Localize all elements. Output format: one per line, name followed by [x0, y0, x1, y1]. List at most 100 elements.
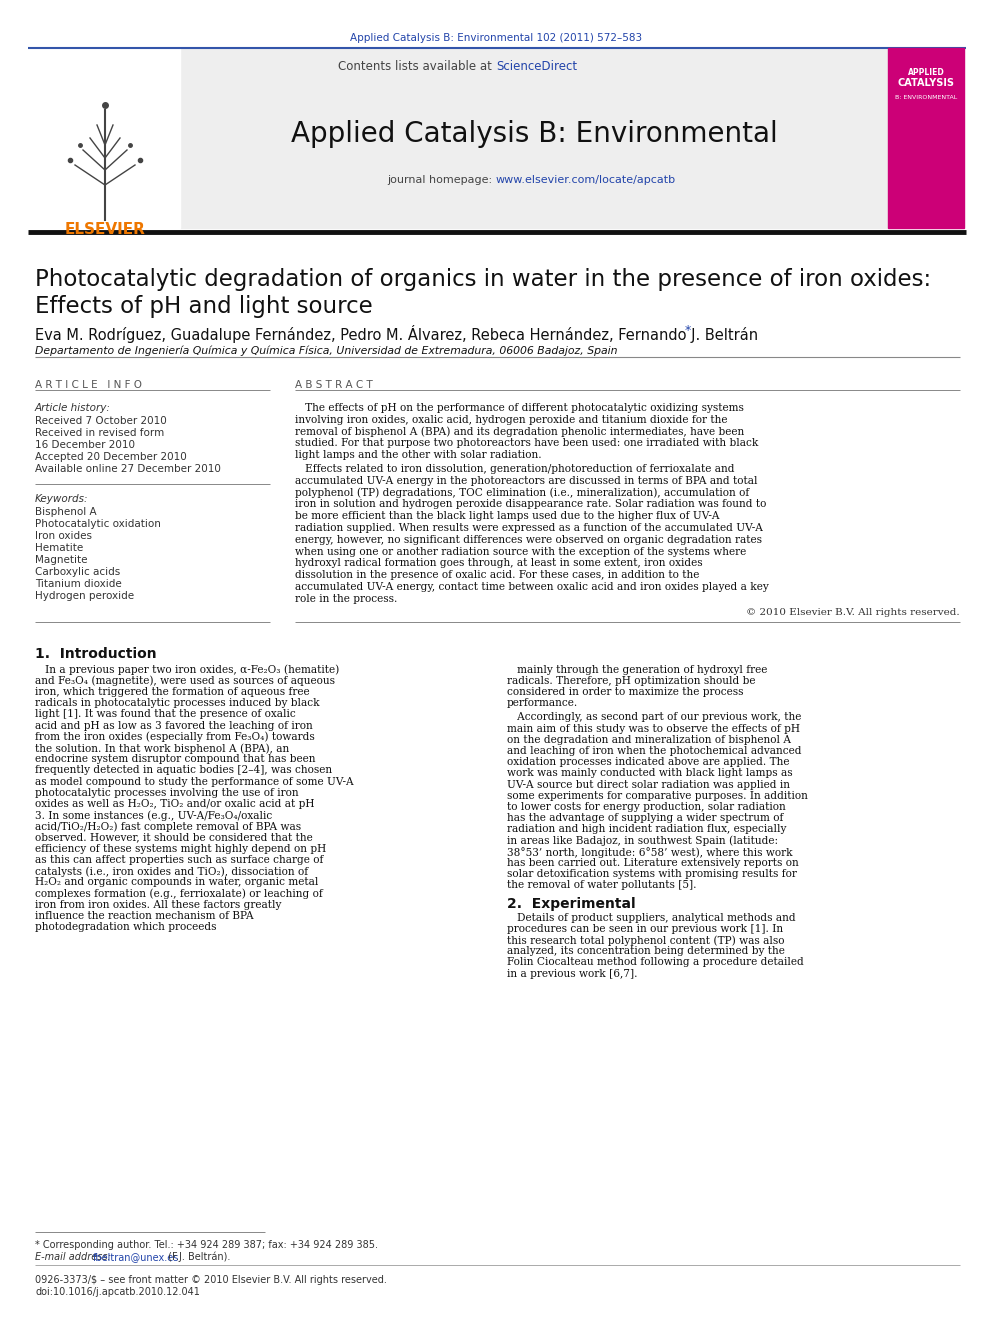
Text: doi:10.1016/j.apcatb.2010.12.041: doi:10.1016/j.apcatb.2010.12.041	[35, 1287, 199, 1297]
Text: dissolution in the presence of oxalic acid. For these cases, in addition to the: dissolution in the presence of oxalic ac…	[295, 570, 699, 581]
Text: Hydrogen peroxide: Hydrogen peroxide	[35, 591, 134, 601]
Text: acid and pH as low as 3 favored the leaching of iron: acid and pH as low as 3 favored the leac…	[35, 721, 312, 730]
Text: on the degradation and mineralization of bisphenol A: on the degradation and mineralization of…	[507, 734, 791, 745]
Text: APPLIED: APPLIED	[908, 67, 944, 77]
Text: photodegradation which proceeds: photodegradation which proceeds	[35, 922, 216, 933]
Text: has been carried out. Literature extensively reports on: has been carried out. Literature extensi…	[507, 859, 799, 868]
Text: light lamps and the other with solar radiation.: light lamps and the other with solar rad…	[295, 450, 542, 460]
Text: Titanium dioxide: Titanium dioxide	[35, 579, 122, 589]
Text: Effects related to iron dissolution, generation/photoreduction of ferrioxalate a: Effects related to iron dissolution, gen…	[295, 464, 734, 474]
Text: journal homepage:: journal homepage:	[387, 175, 496, 185]
Text: the solution. In that work bisphenol A (BPA), an: the solution. In that work bisphenol A (…	[35, 744, 290, 754]
Text: www.elsevier.com/locate/apcatb: www.elsevier.com/locate/apcatb	[496, 175, 677, 185]
Text: when using one or another radiation source with the exception of the systems whe: when using one or another radiation sour…	[295, 546, 746, 557]
Text: In a previous paper two iron oxides, α-Fe₂O₃ (hematite): In a previous paper two iron oxides, α-F…	[35, 664, 339, 675]
Text: and Fe₃O₄ (magnetite), were used as sources of aqueous: and Fe₃O₄ (magnetite), were used as sour…	[35, 676, 335, 687]
Text: oxides as well as H₂O₂, TiO₂ and/or oxalic acid at pH: oxides as well as H₂O₂, TiO₂ and/or oxal…	[35, 799, 314, 808]
Text: main aim of this study was to observe the effects of pH: main aim of this study was to observe th…	[507, 724, 800, 733]
Text: from the iron oxides (especially from Fe₃O₄) towards: from the iron oxides (especially from Fe…	[35, 732, 314, 742]
Text: Contents lists available at: Contents lists available at	[338, 60, 496, 73]
Text: energy, however, no significant differences were observed on organic degradation: energy, however, no significant differen…	[295, 534, 762, 545]
Text: Hematite: Hematite	[35, 542, 83, 553]
Text: and leaching of iron when the photochemical advanced: and leaching of iron when the photochemi…	[507, 746, 802, 755]
Text: catalysts (i.e., iron oxides and TiO₂), dissociation of: catalysts (i.e., iron oxides and TiO₂), …	[35, 867, 309, 877]
Text: Applied Catalysis B: Environmental: Applied Catalysis B: Environmental	[291, 120, 778, 148]
Bar	[888, 48, 964, 228]
Text: Folin Ciocalteau method following a procedure detailed: Folin Ciocalteau method following a proc…	[507, 958, 804, 967]
Text: *: *	[685, 324, 691, 337]
Text: iron in solution and hydrogen peroxide disappearance rate. Solar radiation was f: iron in solution and hydrogen peroxide d…	[295, 499, 767, 509]
Text: observed. However, it should be considered that the: observed. However, it should be consider…	[35, 832, 312, 843]
Text: endocrine system disruptor compound that has been: endocrine system disruptor compound that…	[35, 754, 315, 765]
Text: as this can affect properties such as surface charge of: as this can affect properties such as su…	[35, 855, 323, 865]
Text: efficiency of these systems might highly depend on pH: efficiency of these systems might highly…	[35, 844, 326, 853]
Text: Accepted 20 December 2010: Accepted 20 December 2010	[35, 452, 186, 462]
Text: Eva M. Rodríguez, Guadalupe Fernández, Pedro M. Álvarez, Rebeca Hernández, Ferna: Eva M. Rodríguez, Guadalupe Fernández, P…	[35, 325, 758, 343]
Text: complexes formation (e.g., ferrioxalate) or leaching of: complexes formation (e.g., ferrioxalate)…	[35, 889, 322, 900]
Text: 16 December 2010: 16 December 2010	[35, 441, 135, 450]
Text: Details of product suppliers, analytical methods and: Details of product suppliers, analytical…	[507, 913, 796, 922]
Text: A R T I C L E   I N F O: A R T I C L E I N F O	[35, 380, 142, 390]
Bar	[28, 48, 180, 228]
Text: Iron oxides: Iron oxides	[35, 531, 92, 541]
Text: (F.J. Beltrán).: (F.J. Beltrán).	[165, 1252, 230, 1262]
Bar	[180, 48, 888, 228]
Text: B: ENVIRONMENTAL: B: ENVIRONMENTAL	[895, 95, 957, 101]
Text: in a previous work [6,7].: in a previous work [6,7].	[507, 968, 638, 979]
Text: studied. For that purpose two photoreactors have been used: one irradiated with : studied. For that purpose two photoreact…	[295, 438, 758, 448]
Text: iron from iron oxides. All these factors greatly: iron from iron oxides. All these factors…	[35, 900, 282, 910]
Text: A B S T R A C T: A B S T R A C T	[295, 380, 373, 390]
Text: radiation and high incident radiation flux, especially: radiation and high incident radiation fl…	[507, 824, 787, 835]
Text: analyzed, its concentration being determined by the: analyzed, its concentration being determ…	[507, 946, 785, 957]
Text: 38°53’ north, longitude: 6°58’ west), where this work: 38°53’ north, longitude: 6°58’ west), wh…	[507, 847, 793, 857]
Text: Effects of pH and light source: Effects of pH and light source	[35, 295, 373, 318]
Text: solar detoxification systems with promising results for: solar detoxification systems with promis…	[507, 869, 797, 880]
Text: E-mail address:: E-mail address:	[35, 1252, 114, 1262]
Text: radicals. Therefore, pH optimization should be: radicals. Therefore, pH optimization sho…	[507, 676, 756, 685]
Text: 1.  Introduction: 1. Introduction	[35, 647, 157, 660]
Text: procedures can be seen in our previous work [1]. In: procedures can be seen in our previous w…	[507, 923, 783, 934]
Text: 2.  Experimental: 2. Experimental	[507, 897, 636, 910]
Text: fbeltran@unex.es: fbeltran@unex.es	[93, 1252, 180, 1262]
Text: ELSEVIER: ELSEVIER	[64, 222, 146, 237]
Text: Keywords:: Keywords:	[35, 493, 88, 504]
Text: Received 7 October 2010: Received 7 October 2010	[35, 415, 167, 426]
Text: Departamento de Ingeniería Química y Química Física, Universidad de Extremadura,: Departamento de Ingeniería Química y Quí…	[35, 345, 617, 356]
Text: work was mainly conducted with black light lamps as: work was mainly conducted with black lig…	[507, 769, 793, 778]
Text: H₂O₂ and organic compounds in water, organic metal: H₂O₂ and organic compounds in water, org…	[35, 877, 318, 888]
Text: this research total polyphenol content (TP) was also: this research total polyphenol content (…	[507, 935, 785, 946]
Text: accumulated UV-A energy in the photoreactors are discussed in terms of BPA and t: accumulated UV-A energy in the photoreac…	[295, 476, 758, 486]
Text: © 2010 Elsevier B.V. All rights reserved.: © 2010 Elsevier B.V. All rights reserved…	[746, 607, 960, 617]
Text: frequently detected in aquatic bodies [2–4], was chosen: frequently detected in aquatic bodies [2…	[35, 766, 332, 775]
Text: 3. In some instances (e.g., UV-A/Fe₃O₄/oxalic: 3. In some instances (e.g., UV-A/Fe₃O₄/o…	[35, 810, 272, 820]
Text: Received in revised form: Received in revised form	[35, 429, 165, 438]
Text: Magnetite: Magnetite	[35, 556, 87, 565]
Text: hydroxyl radical formation goes through, at least in some extent, iron oxides: hydroxyl radical formation goes through,…	[295, 558, 702, 569]
Text: performance.: performance.	[507, 699, 578, 708]
Text: removal of bisphenol A (BPA) and its degradation phenolic intermediates, have be: removal of bisphenol A (BPA) and its deg…	[295, 426, 744, 437]
Text: in areas like Badajoz, in southwest Spain (latitude:: in areas like Badajoz, in southwest Spai…	[507, 836, 778, 847]
Text: Applied Catalysis B: Environmental 102 (2011) 572–583: Applied Catalysis B: Environmental 102 (…	[350, 33, 642, 44]
Text: acid/TiO₂/H₂O₂) fast complete removal of BPA was: acid/TiO₂/H₂O₂) fast complete removal of…	[35, 822, 302, 832]
Text: CATALYSIS: CATALYSIS	[898, 78, 954, 89]
Text: be more efficient than the black light lamps used due to the higher flux of UV-A: be more efficient than the black light l…	[295, 511, 719, 521]
Text: radiation supplied. When results were expressed as a function of the accumulated: radiation supplied. When results were ex…	[295, 523, 763, 533]
Text: UV-A source but direct solar radiation was applied in: UV-A source but direct solar radiation w…	[507, 779, 790, 790]
Text: to lower costs for energy production, solar radiation: to lower costs for energy production, so…	[507, 802, 786, 812]
Text: involving iron oxides, oxalic acid, hydrogen peroxide and titanium dioxide for t: involving iron oxides, oxalic acid, hydr…	[295, 415, 727, 425]
Text: 0926-3373/$ – see front matter © 2010 Elsevier B.V. All rights reserved.: 0926-3373/$ – see front matter © 2010 El…	[35, 1275, 387, 1285]
Text: accumulated UV-A energy, contact time between oxalic acid and iron oxides played: accumulated UV-A energy, contact time be…	[295, 582, 769, 591]
Text: iron, which triggered the formation of aqueous free: iron, which triggered the formation of a…	[35, 687, 310, 697]
Text: Available online 27 December 2010: Available online 27 December 2010	[35, 464, 221, 474]
Text: The effects of pH on the performance of different photocatalytic oxidizing syste: The effects of pH on the performance of …	[295, 404, 744, 413]
Text: mainly through the generation of hydroxyl free: mainly through the generation of hydroxy…	[507, 664, 768, 675]
Text: Carboxylic acids: Carboxylic acids	[35, 568, 120, 577]
Text: light [1]. It was found that the presence of oxalic: light [1]. It was found that the presenc…	[35, 709, 296, 720]
Text: some experiments for comparative purposes. In addition: some experiments for comparative purpose…	[507, 791, 807, 800]
Text: influence the reaction mechanism of BPA: influence the reaction mechanism of BPA	[35, 912, 254, 921]
Text: Bisphenol A: Bisphenol A	[35, 507, 96, 517]
Text: Photocatalytic oxidation: Photocatalytic oxidation	[35, 519, 161, 529]
Text: Article history:: Article history:	[35, 404, 111, 413]
Text: photocatalytic processes involving the use of iron: photocatalytic processes involving the u…	[35, 787, 299, 798]
Text: Photocatalytic degradation of organics in water in the presence of iron oxides:: Photocatalytic degradation of organics i…	[35, 269, 931, 291]
